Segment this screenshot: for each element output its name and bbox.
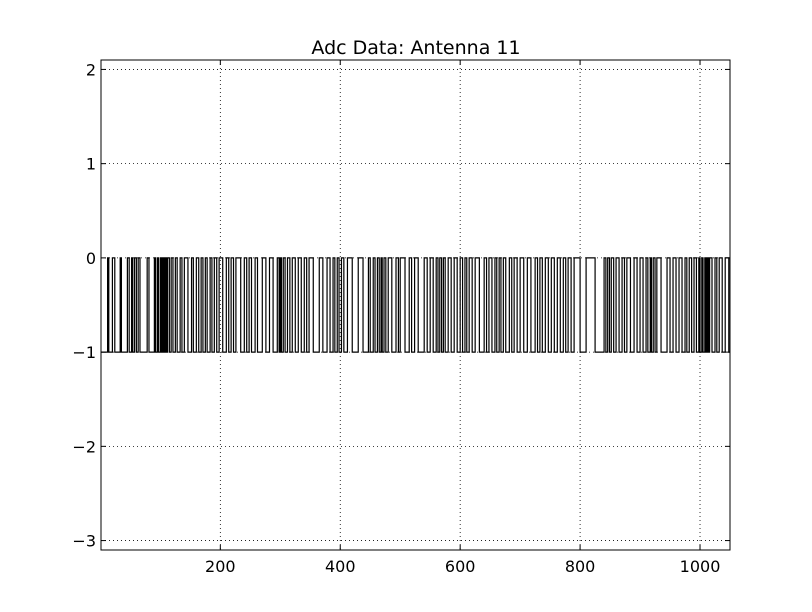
x-tick-label: 1000 bbox=[680, 557, 721, 576]
grid-lines bbox=[101, 60, 730, 550]
x-tick-label: 800 bbox=[565, 557, 596, 576]
plot-frame bbox=[100, 59, 731, 551]
x-tick-label: 400 bbox=[325, 557, 356, 576]
series-line-group bbox=[101, 257, 730, 353]
tick-labels: 200 400 600 800 1000 2 1 0 −1 −2 −3 bbox=[72, 60, 720, 576]
x-tick-label: 200 bbox=[205, 557, 236, 576]
y-tick-label: −3 bbox=[72, 532, 96, 551]
y-tick-label: −2 bbox=[72, 437, 96, 456]
y-tick-label: 2 bbox=[86, 60, 96, 79]
y-tick-label: −1 bbox=[72, 343, 96, 362]
y-tick-label: 1 bbox=[86, 155, 96, 174]
axis-ticks bbox=[101, 60, 730, 550]
chart-title: Adc Data: Antenna 11 bbox=[311, 37, 520, 59]
x-tick-label: 600 bbox=[445, 557, 476, 576]
y-tick-label: 0 bbox=[86, 249, 96, 268]
series-line bbox=[101, 257, 730, 353]
